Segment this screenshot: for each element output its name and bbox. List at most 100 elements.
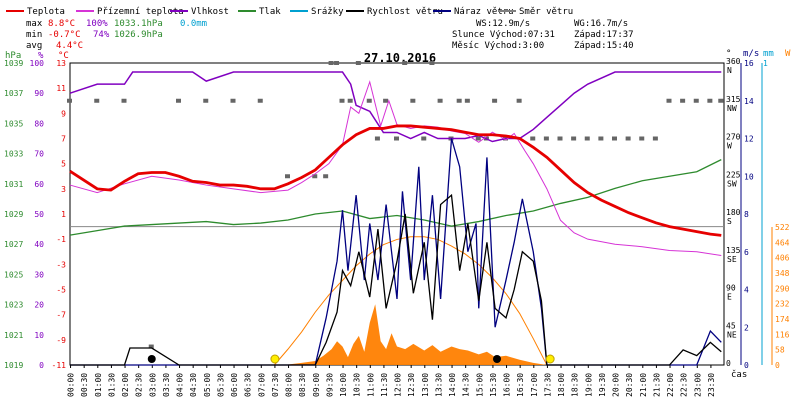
x-tick-label: 09:30 bbox=[325, 373, 334, 397]
x-tick-label: 12:00 bbox=[394, 373, 403, 397]
stats-min-temp: -0.7°C bbox=[48, 30, 81, 40]
hum-tick-label: 90 bbox=[34, 89, 44, 98]
x-tick-label: 07:00 bbox=[257, 373, 266, 397]
dir-tick-label: 225 bbox=[726, 170, 741, 179]
legend-label: Směr větru bbox=[519, 7, 573, 17]
unit-dir: ° bbox=[726, 49, 731, 59]
wind-dir-point bbox=[612, 136, 617, 141]
hum-tick-label: 80 bbox=[34, 119, 44, 128]
x-tick-label: 06:30 bbox=[244, 373, 253, 397]
info-sun-set: Západ:17:37 bbox=[574, 30, 634, 40]
wind-dir-point bbox=[366, 98, 372, 103]
wind-tick-label: 6 bbox=[744, 248, 749, 257]
wind-dir-point bbox=[323, 174, 329, 179]
x-tick-label: 11:00 bbox=[366, 373, 375, 397]
x-tick-label: 11:30 bbox=[380, 373, 389, 397]
x-tick-label: 01:30 bbox=[107, 373, 116, 397]
wind-dir-point bbox=[584, 136, 590, 141]
legend-label: Rychlost větru bbox=[367, 7, 443, 17]
x-tick-label: 16:00 bbox=[503, 373, 512, 397]
x-tick-label: 00:30 bbox=[80, 373, 89, 397]
stats-min-hum: 74% bbox=[93, 30, 110, 40]
wind-tick-label: 16 bbox=[744, 59, 754, 68]
hum-tick-label: 40 bbox=[34, 240, 44, 249]
temp-tick-label: -11 bbox=[52, 361, 67, 370]
plot-area bbox=[67, 61, 724, 366]
x-tick-label: 22:00 bbox=[666, 373, 675, 397]
temp-tick-label: -5 bbox=[56, 286, 66, 295]
rad-tick-label: 348 bbox=[775, 269, 790, 278]
dir-compass-label: SW bbox=[727, 179, 737, 188]
wind-dir-point bbox=[148, 344, 154, 349]
info-sun: Slunce Východ:07:31 bbox=[452, 30, 555, 40]
legend-label: Tlak bbox=[259, 7, 281, 17]
x-tick-label: 22:30 bbox=[680, 373, 689, 397]
temp-tick-label: 1 bbox=[61, 210, 66, 219]
hpa-tick-label: 1037 bbox=[4, 89, 23, 98]
dir-compass-label: N bbox=[727, 66, 732, 75]
wind-dir-point bbox=[571, 136, 577, 141]
unit-temp: °C bbox=[58, 51, 69, 61]
wind-dir-point bbox=[285, 174, 290, 179]
info-moon: Měsíc Východ:3:00 bbox=[452, 41, 544, 51]
x-tick-label: 04:30 bbox=[189, 373, 198, 397]
x-tick-label: 06:00 bbox=[230, 373, 239, 397]
dir-tick-label: 315 bbox=[726, 95, 741, 104]
rad-tick-label: 290 bbox=[775, 284, 790, 293]
hpa-tick-label: 1025 bbox=[4, 270, 23, 279]
hum-tick-label: 70 bbox=[34, 150, 44, 159]
x-tick-label: 18:00 bbox=[557, 373, 566, 397]
x-tick-label: 17:00 bbox=[530, 373, 539, 397]
rain-tick-label: 1 bbox=[763, 59, 768, 68]
dir-compass-label: NE bbox=[727, 330, 737, 339]
wind-dir-point bbox=[394, 136, 399, 141]
temp-tick-label: 11 bbox=[56, 84, 66, 93]
x-tick-label: 02:30 bbox=[135, 373, 144, 397]
wind-dir-point bbox=[639, 136, 645, 141]
dir-compass-label: E bbox=[727, 293, 732, 302]
dir-compass-label: W bbox=[727, 142, 732, 151]
dir-tick-label: 180 bbox=[726, 208, 741, 217]
plot-frame bbox=[69, 62, 725, 366]
wind-dir-point bbox=[718, 98, 724, 103]
x-tick-label: 15:30 bbox=[489, 373, 498, 397]
x-tick-label: 10:00 bbox=[339, 373, 348, 397]
wind-dir-point bbox=[347, 98, 353, 103]
unit-hpa: hPa bbox=[5, 51, 21, 61]
stats-block: max 8.8°C 100% 1033.1hPa 0.0mm min -0.7°… bbox=[26, 19, 207, 51]
stats-max-press: 1033.1hPa bbox=[114, 19, 163, 29]
wind-dir-point bbox=[328, 61, 334, 65]
x-tick-label: 03:30 bbox=[162, 373, 171, 397]
hum-tick-label: 20 bbox=[34, 301, 44, 310]
chart-title: 27.10.2016 bbox=[364, 51, 436, 65]
axes-right: 360N315NW270W225SW180S135SE90E45NE016141… bbox=[726, 57, 790, 370]
temp-tick-label: -9 bbox=[56, 336, 66, 345]
wind-dir-point bbox=[176, 98, 181, 103]
wind-dir-point bbox=[598, 136, 604, 141]
dir-compass-label: NW bbox=[727, 104, 737, 113]
unit-wind: m/s bbox=[743, 49, 759, 59]
x-axis: 00:00 00:30 01:00 01:30 02:00 02:30 03:00 03:30… bbox=[67, 365, 716, 397]
x-tick-label: 01:00 bbox=[94, 373, 103, 397]
temp-tick-label: 9 bbox=[61, 109, 66, 118]
wind-dir-point bbox=[230, 98, 236, 103]
rad-tick-label: 0 bbox=[775, 361, 780, 370]
wind-dir-point bbox=[421, 136, 427, 141]
hpa-tick-label: 1023 bbox=[4, 301, 23, 310]
series-humidity bbox=[69, 71, 722, 143]
x-tick-label: 16:30 bbox=[516, 373, 525, 397]
unit-rain: mm bbox=[763, 49, 774, 59]
info-moon-set: Západ:15:40 bbox=[574, 41, 634, 51]
x-tick-label: 04:00 bbox=[176, 373, 185, 397]
hum-tick-label: 0 bbox=[39, 361, 44, 370]
wind-dir-point bbox=[475, 136, 481, 141]
wind-dir-point bbox=[707, 98, 713, 103]
series-temperature bbox=[69, 124, 722, 237]
dir-tick-label: 45 bbox=[726, 321, 736, 330]
temp-tick-label: 13 bbox=[56, 59, 66, 68]
x-tick-label: 18:30 bbox=[571, 373, 580, 397]
info-wg: WG:16.7m/s bbox=[574, 19, 628, 29]
series-radiation-max bbox=[273, 236, 548, 366]
rad-tick-label: 232 bbox=[775, 300, 790, 309]
x-tick-label: 13:30 bbox=[434, 373, 443, 397]
